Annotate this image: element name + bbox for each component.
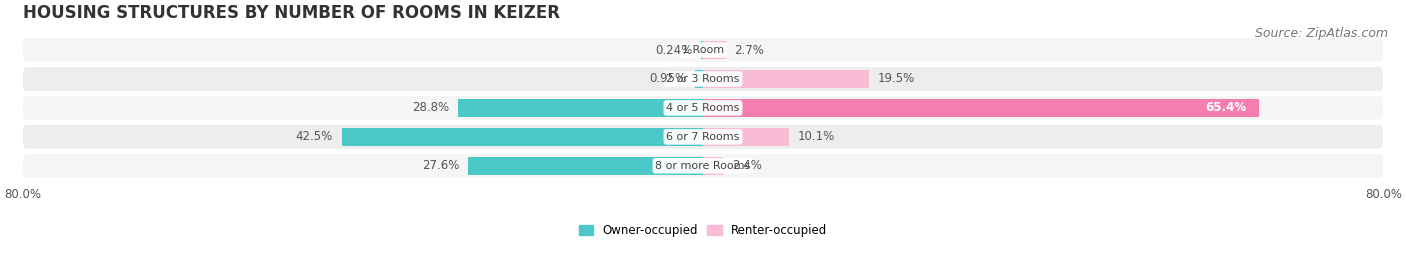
Bar [703,41,725,59]
Bar [702,41,703,59]
Text: 2.7%: 2.7% [734,44,765,56]
Bar [703,70,869,88]
Bar [703,99,1260,117]
Text: 28.8%: 28.8% [412,101,450,114]
Legend: Owner-occupied, Renter-occupied: Owner-occupied, Renter-occupied [574,219,832,242]
Bar [342,128,703,146]
Text: 2.4%: 2.4% [733,159,762,172]
Text: HOUSING STRUCTURES BY NUMBER OF ROOMS IN KEIZER: HOUSING STRUCTURES BY NUMBER OF ROOMS IN… [22,4,560,22]
Text: 1 Room: 1 Room [682,45,724,55]
Text: 0.24%: 0.24% [655,44,692,56]
Bar [703,157,724,175]
Text: Source: ZipAtlas.com: Source: ZipAtlas.com [1254,27,1388,40]
Text: 27.6%: 27.6% [422,159,460,172]
FancyBboxPatch shape [22,154,1384,178]
Bar [468,157,703,175]
Text: 65.4%: 65.4% [1205,101,1246,114]
FancyBboxPatch shape [22,125,1384,149]
FancyBboxPatch shape [22,38,1384,62]
Text: 8 or more Rooms: 8 or more Rooms [655,161,751,171]
FancyBboxPatch shape [22,67,1384,91]
Text: 2 or 3 Rooms: 2 or 3 Rooms [666,74,740,84]
Text: 42.5%: 42.5% [295,130,333,143]
Bar [695,70,703,88]
Text: 10.1%: 10.1% [797,130,835,143]
FancyBboxPatch shape [22,96,1384,120]
Text: 0.95%: 0.95% [650,72,686,86]
Bar [458,99,703,117]
Text: 6 or 7 Rooms: 6 or 7 Rooms [666,132,740,142]
Text: 4 or 5 Rooms: 4 or 5 Rooms [666,103,740,113]
Bar [703,128,789,146]
Text: 19.5%: 19.5% [877,72,914,86]
